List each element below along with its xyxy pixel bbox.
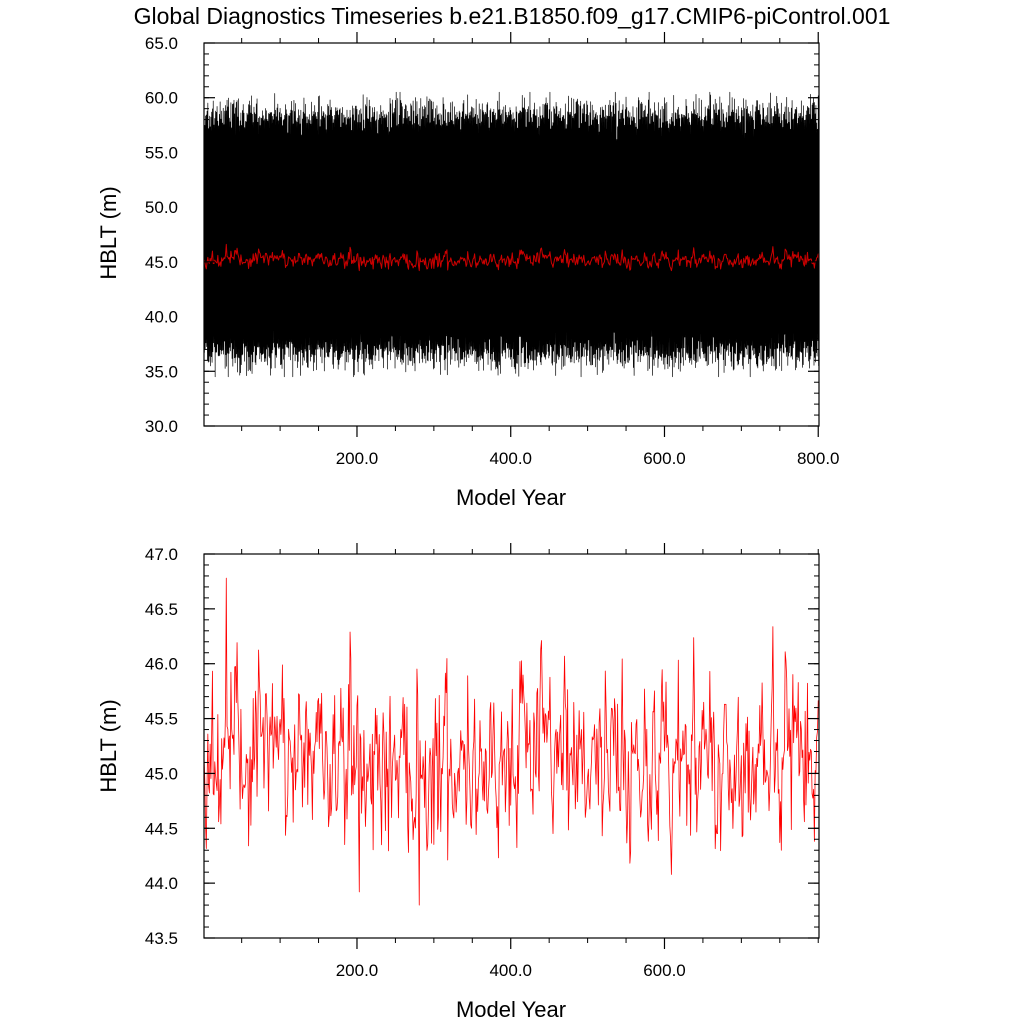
y-tick-label: 43.5 — [145, 929, 178, 948]
annual-mean-series-line — [203, 243, 820, 272]
panel-bottom: 43.5 44.0 44.5 45.0 45.5 46.0 46.5 47.0 200.0 400… — [96, 543, 820, 1022]
y-tick-label: 45.5 — [145, 710, 178, 729]
y-tick-label: 46.0 — [145, 655, 178, 674]
y-tick-label: 46.5 — [145, 600, 178, 619]
y-tick-label: 60.0 — [145, 89, 178, 108]
monthly-series-line — [203, 91, 820, 378]
x-tick-label: 200.0 — [336, 449, 379, 468]
panel-top: 30.0 35.0 40.0 45.0 50.0 55.0 60.0 65.0 200.0 400… — [96, 32, 840, 510]
y-tick-label: 47.0 — [145, 545, 178, 564]
y-tick-label: 35.0 — [145, 362, 178, 381]
top-axes: 30.0 35.0 40.0 45.0 50.0 55.0 60.0 65.0 200.0 400… — [145, 32, 840, 468]
monthly-series-line — [203, 91, 820, 378]
x-tick-label: 400.0 — [489, 961, 532, 980]
x-tick-label: 600.0 — [643, 449, 686, 468]
x-tick-label: 200.0 — [336, 961, 379, 980]
bottom-x-axis-label: Model Year — [456, 997, 566, 1022]
y-tick-label: 45.0 — [145, 764, 178, 783]
y-tick-label: 65.0 — [145, 34, 178, 53]
figure-title: Global Diagnostics Timeseries b.e21.B185… — [134, 3, 891, 29]
bottom-axes: 43.5 44.0 44.5 45.0 45.5 46.0 46.5 47.0 200.0 400… — [145, 543, 820, 980]
plot-frame — [203, 553, 820, 939]
y-tick-label: 30.0 — [145, 417, 178, 436]
y-tick-label: 44.5 — [145, 819, 178, 838]
annual-mean-series-line — [203, 243, 820, 272]
annual-mean-series-line — [203, 577, 819, 906]
y-tick-label: 44.0 — [145, 874, 178, 893]
x-tick-label: 600.0 — [643, 961, 686, 980]
y-tick-label: 50.0 — [145, 198, 178, 217]
top-y-axis-label: HBLT (m) — [96, 186, 121, 279]
y-tick-label: 45.0 — [145, 253, 178, 272]
plot-frame — [203, 42, 820, 427]
bottom-y-axis-label: HBLT (m) — [96, 699, 121, 792]
x-tick-label: 800.0 — [797, 449, 840, 468]
y-tick-label: 55.0 — [145, 143, 178, 162]
annual-mean-series-line — [203, 577, 819, 906]
top-x-axis-label: Model Year — [456, 485, 566, 510]
y-tick-label: 40.0 — [145, 308, 178, 327]
x-tick-label: 400.0 — [489, 449, 532, 468]
